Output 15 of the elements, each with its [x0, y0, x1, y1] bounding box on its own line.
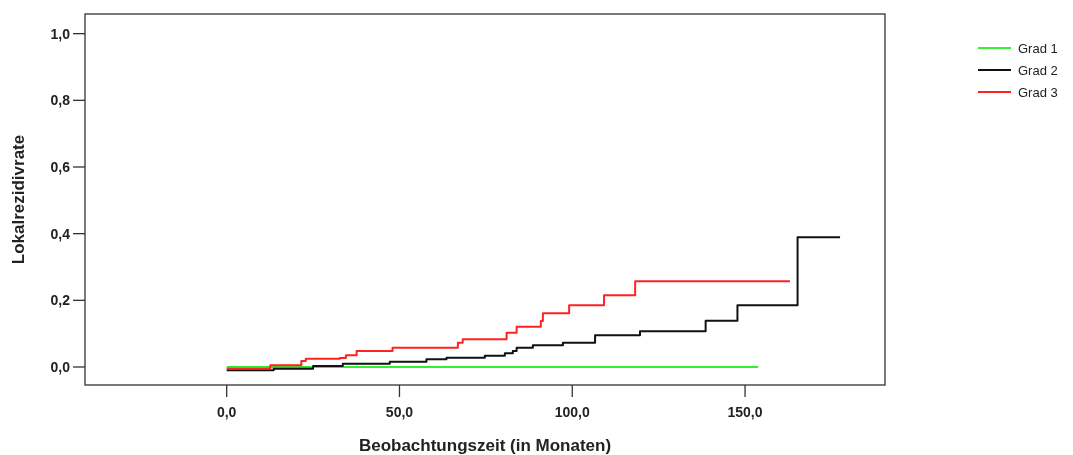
x-tick-label: 0,0: [216, 404, 237, 420]
y-tick-label: 0,4: [50, 225, 71, 242]
y-tick-label: 0,6: [50, 158, 71, 175]
y-tick-label: 1,0: [50, 25, 71, 42]
x-tick-label: 50,0: [385, 404, 414, 420]
legend-label: Grad 2: [1018, 62, 1058, 78]
y-tick-label: 0,2: [50, 292, 71, 309]
y-tick-label: 0,8: [50, 92, 71, 109]
y-tick-label: 0,0: [50, 358, 71, 375]
x-tick-label: 100,0: [554, 404, 590, 420]
x-axis-title: Beobachtungszeit (in Monaten): [358, 436, 612, 455]
legend-label: Grad 3: [1018, 84, 1058, 100]
legend-label: Grad 1: [1018, 40, 1058, 56]
y-axis-title: Lokalrezidivrate: [9, 134, 28, 265]
x-tick-label: 150,0: [727, 404, 763, 420]
